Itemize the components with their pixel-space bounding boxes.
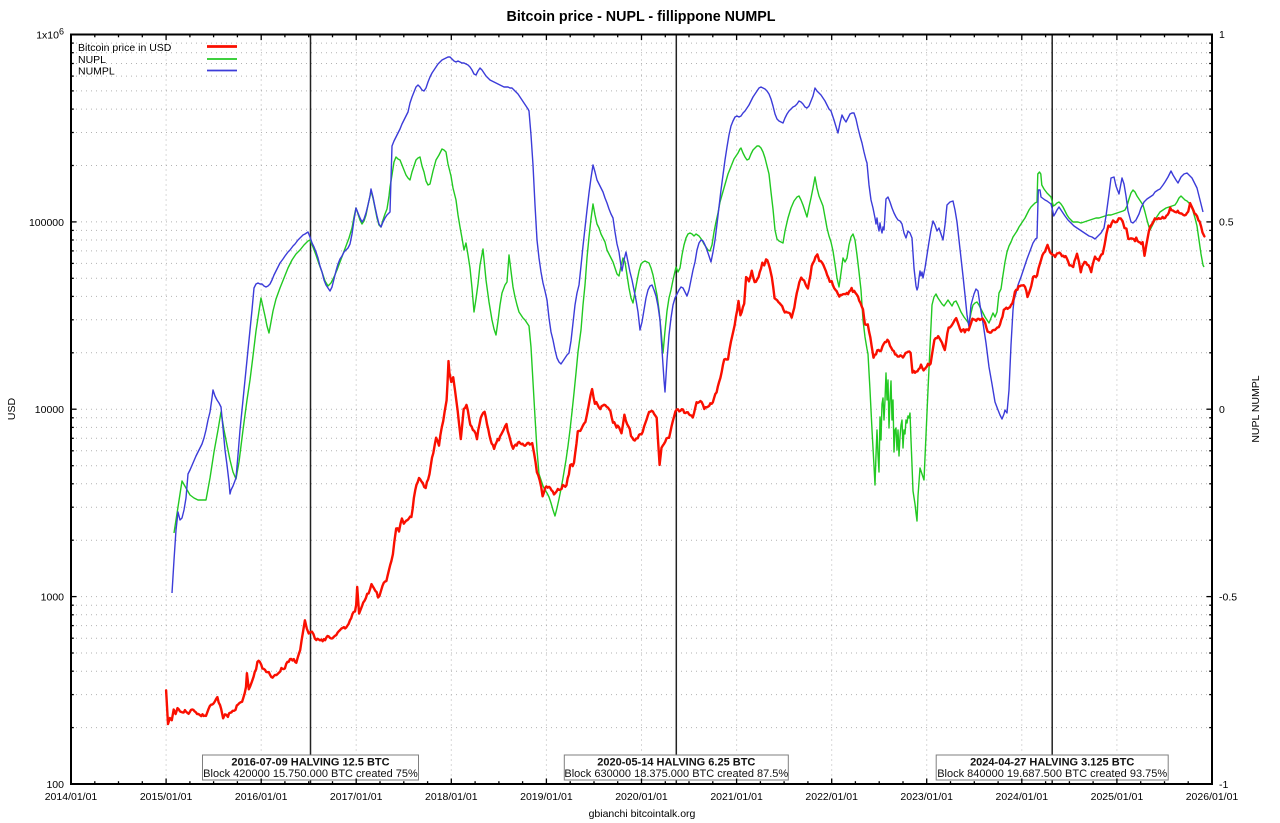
svg-text:2022/01/01: 2022/01/01 [805,791,858,803]
svg-text:Block 630000 18.375.000 BTC cr: Block 630000 18.375.000 BTC created 87.5… [564,768,788,780]
svg-text:USD: USD [6,397,18,420]
svg-text:NUMPL: NUMPL [78,66,115,78]
svg-text:2016/01/01: 2016/01/01 [235,791,288,803]
svg-text:NUPL: NUPL [78,54,106,66]
svg-text:2021/01/01: 2021/01/01 [710,791,763,803]
svg-text:2026/01/01: 2026/01/01 [1186,791,1239,803]
svg-text:2019/01/01: 2019/01/01 [520,791,573,803]
svg-text:2020-05-14 HALVING 6.25 BTC: 2020-05-14 HALVING 6.25 BTC [597,757,755,769]
svg-text:2018/01/01: 2018/01/01 [425,791,478,803]
svg-text:100: 100 [46,779,64,791]
svg-text:gbianchi bitcointalk.org: gbianchi bitcointalk.org [589,808,696,820]
svg-text:NUPL NUMPL: NUPL NUMPL [1250,375,1262,442]
svg-text:Block 420000 15.750.000 BTC cr: Block 420000 15.750.000 BTC created 75% [203,768,418,780]
svg-text:2024/01/01: 2024/01/01 [996,791,1049,803]
svg-text:2020/01/01: 2020/01/01 [615,791,668,803]
svg-text:0: 0 [1219,404,1225,416]
svg-text:10000: 10000 [35,404,64,416]
svg-text:Bitcoin price in USD: Bitcoin price in USD [78,42,172,54]
svg-text:100000: 100000 [29,217,64,229]
svg-text:Bitcoin price - NUPL - fillipp: Bitcoin price - NUPL - fillippone NUMPL [507,9,776,25]
svg-text:2024-04-27 HALVING 3.125 BTC: 2024-04-27 HALVING 3.125 BTC [970,757,1134,769]
svg-text:1x106: 1x106 [36,27,64,42]
svg-text:2017/01/01: 2017/01/01 [330,791,383,803]
svg-text:Block 840000 19.687.500 BTC cr: Block 840000 19.687.500 BTC created 93.7… [937,768,1167,780]
svg-text:-1: -1 [1219,779,1228,791]
svg-text:2014/01/01: 2014/01/01 [45,791,98,803]
svg-text:1000: 1000 [41,592,65,604]
svg-text:2025/01/01: 2025/01/01 [1091,791,1144,803]
svg-text:0.5: 0.5 [1219,217,1234,229]
svg-text:1: 1 [1219,29,1225,41]
svg-text:-0.5: -0.5 [1219,592,1237,604]
svg-text:2023/01/01: 2023/01/01 [900,791,953,803]
svg-text:2016-07-09 HALVING 12.5 BTC: 2016-07-09 HALVING 12.5 BTC [231,757,389,769]
svg-text:2015/01/01: 2015/01/01 [140,791,193,803]
